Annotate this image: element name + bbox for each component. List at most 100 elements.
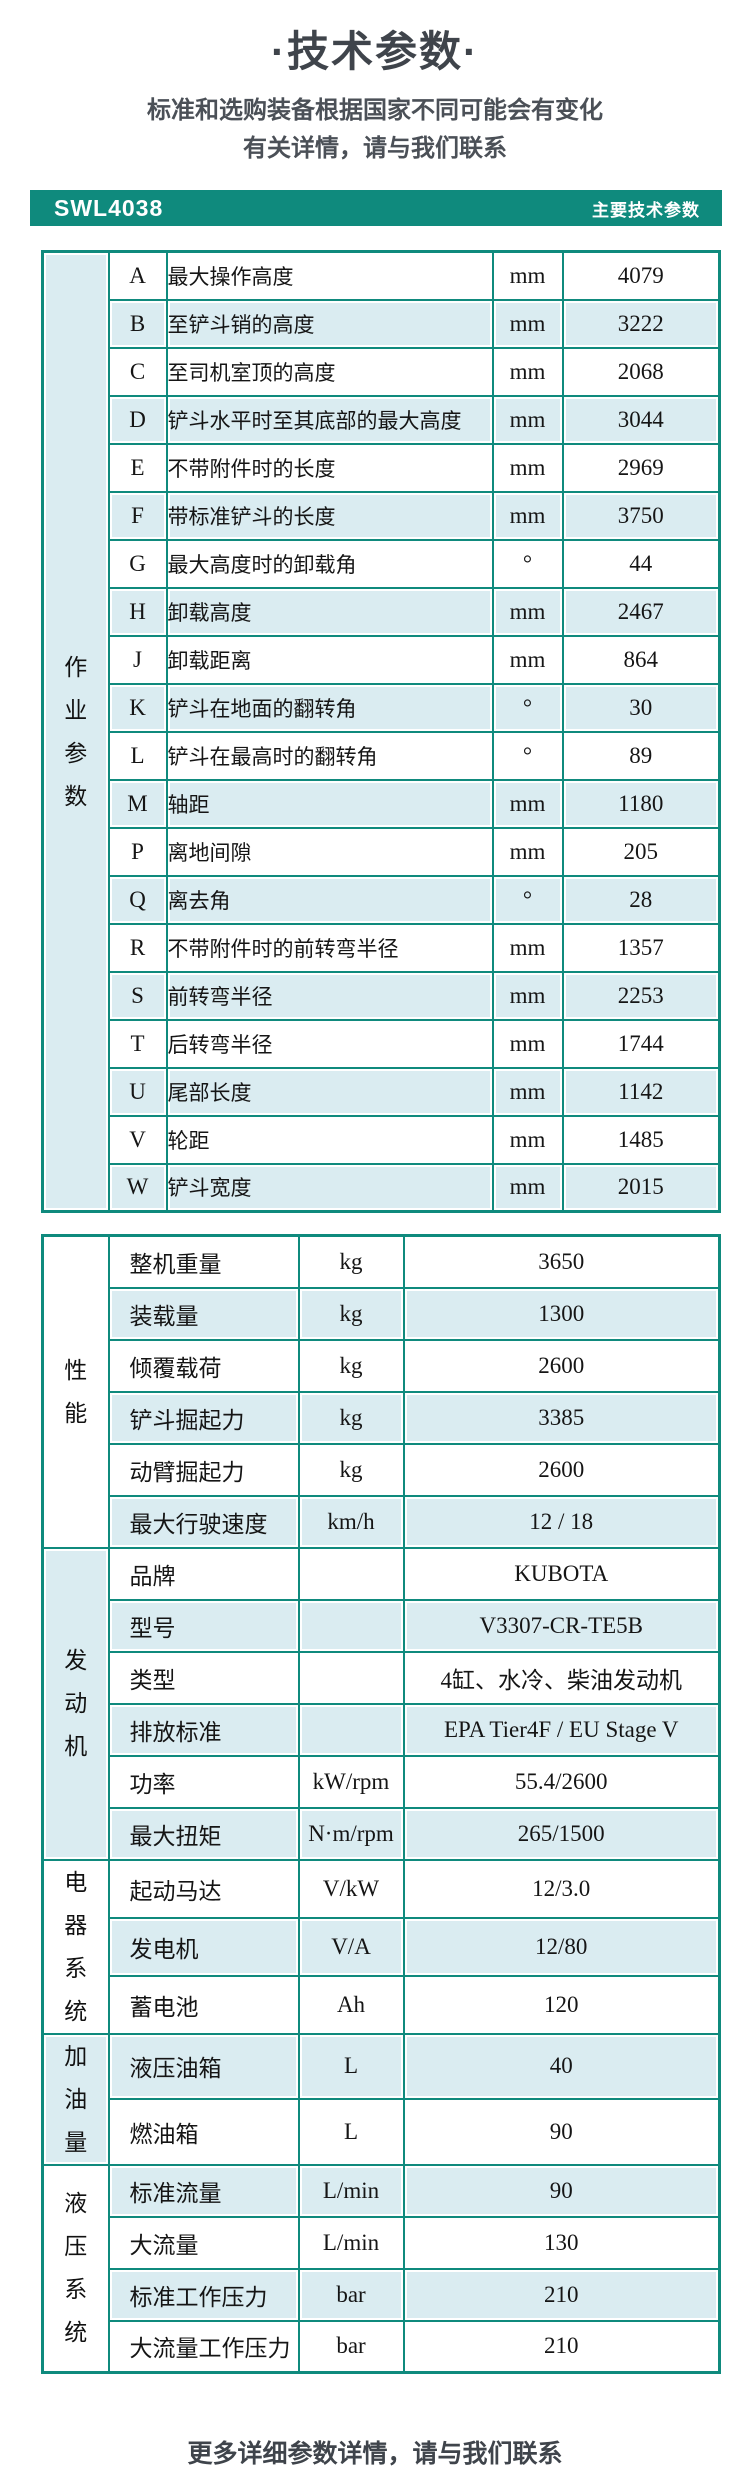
row-value-cell: 2015 xyxy=(561,1162,721,1213)
row-unit-cell: mm xyxy=(491,970,564,1021)
operating-row: P 离地间隙 mm 205 xyxy=(43,826,721,877)
row-value-cell: 1142 xyxy=(561,1066,721,1117)
row-value-cell: 89 xyxy=(561,730,721,781)
row-value-cell: 210 xyxy=(402,2319,721,2374)
row-unit-cell: Ah xyxy=(297,1974,405,2035)
row-name-cell: 至铲斗销的高度 xyxy=(165,298,494,349)
row-unit-cell: ° xyxy=(491,682,564,733)
row-letter-cell: G xyxy=(107,538,168,589)
row-value-cell: 1180 xyxy=(561,778,721,829)
row-unit-cell: V/kW xyxy=(297,1858,405,1919)
operating-row: S 前转弯半径 mm 2253 xyxy=(43,970,721,1021)
row-unit-cell: L/min xyxy=(297,2163,405,2218)
operating-row: F 带标准铲斗的长度 mm 3750 xyxy=(43,490,721,541)
row-value-cell: 205 xyxy=(561,826,721,877)
row-unit-cell: mm xyxy=(491,922,564,973)
row-name-cell: 至司机室顶的高度 xyxy=(165,346,494,397)
row-value-cell: 864 xyxy=(561,634,721,685)
operating-row: G 最大高度时的卸载角 ° 44 xyxy=(43,538,721,589)
row-unit-cell: mm xyxy=(491,778,564,829)
row-name-cell: 离地间隙 xyxy=(165,826,494,877)
section-label-cell: 性能 xyxy=(41,1234,110,1549)
row-value-cell: 1485 xyxy=(561,1114,721,1165)
spec-row: 标准工作压力 bar 210 xyxy=(43,2267,721,2322)
row-name-cell: 铲斗水平时至其底部的最大高度 xyxy=(165,394,494,445)
row-unit-cell: mm xyxy=(491,1114,564,1165)
row-value-cell: 2969 xyxy=(561,442,721,493)
row-unit-cell: mm xyxy=(491,1066,564,1117)
operating-row: R 不带附件时的前转弯半径 mm 1357 xyxy=(43,922,721,973)
row-value-cell: 2600 xyxy=(402,1442,721,1497)
row-unit-cell: kg xyxy=(297,1286,405,1341)
operating-row: K 铲斗在地面的翻转角 ° 30 xyxy=(43,682,721,733)
row-name-cell: 离去角 xyxy=(165,874,494,925)
row-unit-cell: ° xyxy=(491,874,564,925)
row-letter-cell: H xyxy=(107,586,168,637)
row-name-cell: 标准流量 xyxy=(107,2163,300,2218)
operating-row: U 尾部长度 mm 1142 xyxy=(43,1066,721,1117)
row-name-cell: 带标准铲斗的长度 xyxy=(165,490,494,541)
spec-row: 倾覆载荷 kg 2600 xyxy=(43,1338,721,1393)
row-name-cell: 燃油箱 xyxy=(107,2098,300,2166)
row-unit-cell: mm xyxy=(491,442,564,493)
row-letter-cell: C xyxy=(107,346,168,397)
row-unit-cell xyxy=(297,1598,405,1653)
spec-row: 加油量 液压油箱 L 40 xyxy=(41,2032,721,2166)
row-name-cell: 标准工作压力 xyxy=(107,2267,300,2322)
subtitle-line-1: 标准和选购装备根据国家不同可能会有变化 xyxy=(147,97,603,124)
row-name-cell: 动臂掘起力 xyxy=(107,1442,300,1497)
row-value-cell: 4缸、水冷、柴油发动机 xyxy=(402,1650,721,1705)
row-unit-cell: V/A xyxy=(297,1916,405,1977)
spec-row: 功率 kW/rpm 55.4/2600 xyxy=(43,1754,721,1809)
spec-row: 型号 V3307-CR-TE5B xyxy=(43,1598,721,1653)
spec-row: 最大扭矩 N·m/rpm 265/1500 xyxy=(43,1806,721,1861)
row-value-cell: 120 xyxy=(402,1974,721,2035)
operating-parameters-table: 作业参数 A 最大操作高度 mm 4079 B 至铲斗销的高度 mm 3222 C 至司机室顶的高度… xyxy=(41,250,721,1213)
row-name-cell: 排放标准 xyxy=(107,1702,300,1757)
row-unit-cell: kg xyxy=(297,1338,405,1393)
specification-table: 性能 整机重量 kg 3650 装载量 kg 1300 倾覆载荷 kg 2600 铲斗掘起力 kg 33… xyxy=(41,1234,721,2374)
row-name-cell: 大流量 xyxy=(107,2215,300,2270)
row-unit-cell: km/h xyxy=(297,1494,405,1549)
row-name-cell: 发电机 xyxy=(107,1916,300,1977)
spec-row: 液压系统 标准流量 L/min 90 xyxy=(41,2163,721,2374)
row-value-cell: 130 xyxy=(402,2215,721,2270)
model-name: SWL4038 xyxy=(54,194,164,221)
section-label-cell: 加油量 xyxy=(41,2032,110,2166)
row-letter-cell: L xyxy=(107,730,168,781)
row-unit-cell xyxy=(297,1702,405,1757)
spec-row: 性能 整机重量 kg 3650 xyxy=(41,1234,721,1549)
section-label-cell: 作业参数 xyxy=(41,250,110,1213)
operating-table-body: 作业参数 A 最大操作高度 mm 4079 B 至铲斗销的高度 mm 3222 C 至司机室顶的高度… xyxy=(41,250,721,1213)
row-value-cell: 3750 xyxy=(561,490,721,541)
row-name-cell: 蓄电池 xyxy=(107,1974,300,2035)
row-value-cell: 1357 xyxy=(561,922,721,973)
section-label-cell: 液压系统 xyxy=(41,2163,110,2374)
row-unit-cell: bar xyxy=(297,2319,405,2374)
row-name-cell: 型号 xyxy=(107,1598,300,1653)
section-label: 作业参数 xyxy=(64,653,88,809)
footer-note: 更多详细参数详情，请与我们联系 xyxy=(187,2440,563,2468)
row-value-cell: 2600 xyxy=(402,1338,721,1393)
operating-row: W 铲斗宽度 mm 2015 xyxy=(43,1162,721,1213)
row-letter-cell: R xyxy=(107,922,168,973)
section-label: 发动机 xyxy=(64,1647,88,1759)
operating-row: C 至司机室顶的高度 mm 2068 xyxy=(43,346,721,397)
row-name-cell: 最大操作高度 xyxy=(165,250,494,301)
row-name-cell: 铲斗在最高时的翻转角 xyxy=(165,730,494,781)
spec-row: 发电机 V/A 12/80 xyxy=(43,1916,721,1977)
spec-row: 排放标准 EPA Tier4F / EU Stage V xyxy=(43,1702,721,1757)
row-name-cell: 整机重量 xyxy=(107,1234,300,1289)
row-value-cell: 1744 xyxy=(561,1018,721,1069)
operating-row: M 轴距 mm 1180 xyxy=(43,778,721,829)
section-label-cell: 发动机 xyxy=(41,1546,110,1861)
row-letter-cell: K xyxy=(107,682,168,733)
row-unit-cell: mm xyxy=(491,394,564,445)
row-value-cell: 12/80 xyxy=(402,1916,721,1977)
row-name-cell: 卸载距离 xyxy=(165,634,494,685)
row-unit-cell: mm xyxy=(491,298,564,349)
row-unit-cell: L xyxy=(297,2098,405,2166)
row-name-cell: 前转弯半径 xyxy=(165,970,494,1021)
row-name-cell: 最大扭矩 xyxy=(107,1806,300,1861)
